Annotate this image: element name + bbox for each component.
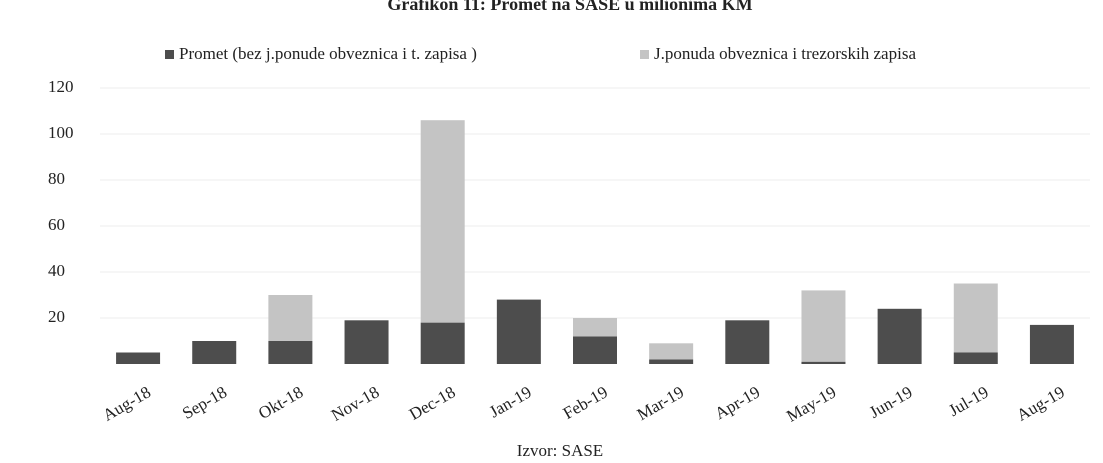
bar-segment	[953, 352, 998, 364]
x-tick-label: Jun-19	[866, 382, 916, 422]
legend-swatch	[165, 50, 174, 59]
x-tick-label: Nov-18	[328, 382, 382, 424]
bar-segment	[801, 361, 846, 364]
bar-segment	[877, 308, 922, 364]
bar-segment	[496, 299, 541, 364]
legend-label: Promet (bez j.ponude obveznica i t. zapi…	[179, 44, 477, 63]
source: Izvor: SASE	[517, 441, 603, 460]
bar-segment	[801, 290, 846, 362]
bar-segment	[268, 295, 313, 341]
bar-segment	[953, 283, 998, 353]
y-tick-label: 120	[48, 77, 74, 96]
x-tick-label: Aug-19	[1013, 382, 1067, 424]
bar-segment	[116, 352, 161, 364]
bar-segment	[573, 318, 617, 337]
x-tick-label: Jul-19	[945, 382, 991, 420]
y-tick-label: 20	[48, 307, 65, 326]
bar-segment	[725, 320, 770, 364]
y-tick-label: 40	[48, 261, 65, 280]
legend-swatch	[640, 50, 649, 59]
y-tick-label: 100	[48, 123, 74, 142]
bar-segment	[1029, 324, 1074, 364]
x-tick-label: Apr-19	[712, 382, 764, 423]
x-tick-label: Sep-18	[179, 382, 230, 423]
x-tick-label: Dec-18	[406, 382, 459, 423]
y-tick-label: 80	[48, 169, 65, 188]
x-tick-label: May-19	[783, 382, 839, 425]
x-tick-label: Jan-19	[486, 382, 535, 421]
y-tick-label: 60	[48, 215, 65, 234]
x-tick-label: Mar-19	[634, 382, 687, 424]
bar-segment	[649, 359, 694, 364]
bar-segment	[268, 341, 313, 364]
x-tick-label: Okt-18	[255, 382, 306, 423]
bar-segment	[192, 341, 237, 364]
bar-segment	[649, 343, 694, 360]
bar-segment	[420, 322, 465, 364]
bar-segment	[344, 320, 389, 364]
bar-segment	[573, 336, 617, 364]
legend-label: J.ponuda obveznica i trezorskih zapisa	[654, 44, 916, 63]
x-tick-label: Feb-19	[560, 382, 611, 423]
x-tick-label: Aug-18	[100, 382, 154, 424]
bar-segment	[420, 120, 465, 323]
chart-title: Grafikon 11: Promet na SASE u milionima …	[387, 0, 752, 14]
